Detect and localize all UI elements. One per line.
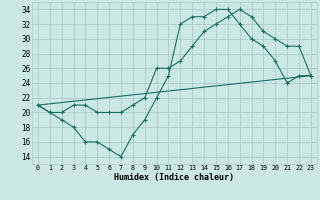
X-axis label: Humidex (Indice chaleur): Humidex (Indice chaleur) [115,173,234,182]
